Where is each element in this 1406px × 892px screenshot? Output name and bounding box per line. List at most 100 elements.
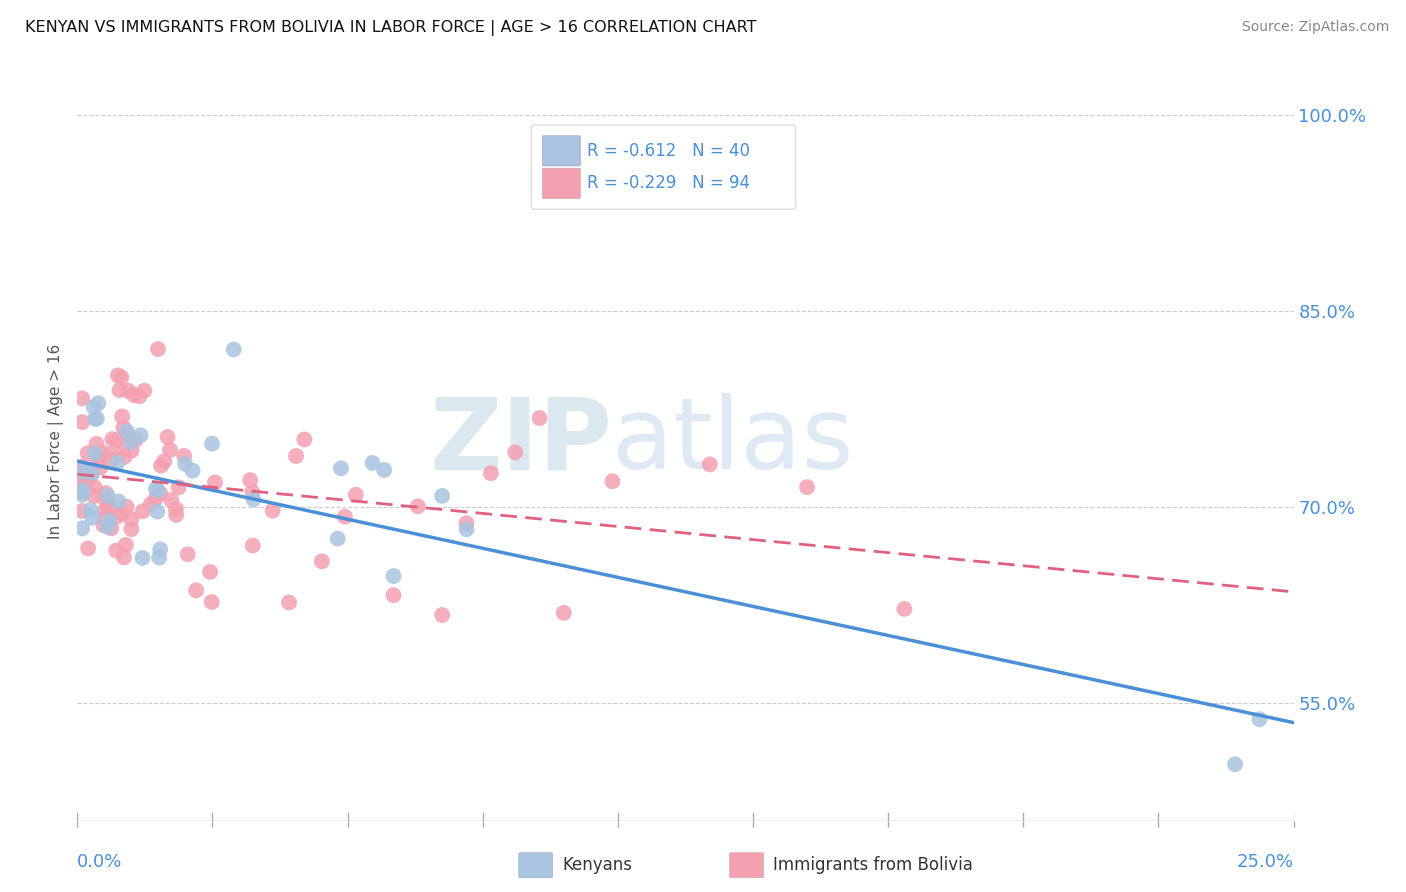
Point bbox=[105, 509, 128, 524]
Text: atlas: atlas bbox=[613, 393, 853, 490]
Point bbox=[145, 491, 167, 506]
Point bbox=[242, 492, 264, 507]
Point bbox=[107, 368, 129, 383]
Point bbox=[117, 429, 139, 443]
Point bbox=[173, 449, 195, 463]
Point bbox=[107, 494, 129, 508]
Point bbox=[110, 506, 132, 520]
Point bbox=[91, 445, 114, 459]
Text: R = -0.612   N = 40: R = -0.612 N = 40 bbox=[588, 142, 751, 160]
Point bbox=[100, 453, 122, 467]
Text: Kenyans: Kenyans bbox=[562, 856, 633, 874]
Point bbox=[204, 475, 226, 490]
Point bbox=[240, 484, 263, 499]
Text: Source: ZipAtlas.com: Source: ZipAtlas.com bbox=[1241, 20, 1389, 34]
Point bbox=[73, 472, 96, 486]
Point bbox=[159, 442, 181, 457]
Point bbox=[120, 512, 142, 526]
Text: 0.0%: 0.0% bbox=[77, 854, 122, 871]
Point bbox=[111, 409, 134, 424]
Point bbox=[456, 516, 478, 531]
Point bbox=[311, 554, 333, 568]
Point bbox=[146, 483, 169, 498]
Point bbox=[97, 520, 120, 534]
Point bbox=[97, 500, 120, 515]
Point bbox=[134, 384, 156, 398]
Point bbox=[115, 425, 138, 439]
Point bbox=[893, 602, 915, 616]
Point bbox=[150, 458, 173, 473]
Point bbox=[430, 607, 453, 622]
Point bbox=[1223, 757, 1246, 772]
Point bbox=[72, 483, 94, 498]
Point bbox=[479, 466, 502, 480]
Point bbox=[83, 446, 105, 460]
Point bbox=[83, 480, 105, 494]
Point bbox=[72, 485, 94, 500]
Point bbox=[111, 442, 134, 457]
Point bbox=[70, 488, 93, 502]
Point bbox=[72, 465, 94, 479]
Point bbox=[72, 480, 94, 494]
Point bbox=[430, 489, 453, 503]
Point bbox=[242, 539, 264, 553]
Point bbox=[76, 446, 98, 460]
Point bbox=[83, 400, 105, 414]
Point bbox=[76, 473, 98, 487]
Point bbox=[153, 454, 176, 468]
Point bbox=[110, 370, 132, 384]
Point bbox=[333, 509, 356, 524]
Point bbox=[139, 497, 162, 511]
Point bbox=[93, 518, 115, 533]
Point bbox=[156, 430, 179, 444]
Point bbox=[406, 500, 429, 514]
Point bbox=[70, 504, 93, 518]
Point bbox=[117, 384, 139, 398]
Point bbox=[100, 447, 122, 461]
Point bbox=[82, 466, 104, 480]
Point bbox=[90, 460, 112, 475]
Point bbox=[100, 521, 122, 535]
Point bbox=[382, 588, 405, 602]
Point bbox=[105, 543, 128, 558]
Point bbox=[128, 389, 150, 403]
Point bbox=[70, 521, 93, 535]
Point bbox=[602, 475, 624, 489]
Point bbox=[174, 457, 197, 471]
Point bbox=[112, 550, 135, 565]
Point bbox=[121, 443, 143, 458]
Point bbox=[105, 434, 128, 448]
Point bbox=[93, 491, 115, 505]
Point bbox=[148, 550, 170, 565]
Point bbox=[72, 415, 94, 429]
Point bbox=[124, 433, 146, 447]
Point bbox=[149, 486, 172, 500]
Point bbox=[89, 450, 111, 464]
Point bbox=[96, 489, 118, 503]
Point bbox=[262, 504, 284, 518]
Point bbox=[201, 436, 224, 450]
Point bbox=[344, 488, 367, 502]
Point bbox=[114, 450, 136, 464]
Point bbox=[94, 503, 117, 517]
Point bbox=[361, 456, 384, 470]
Point bbox=[201, 595, 224, 609]
Point bbox=[285, 449, 308, 463]
Point bbox=[79, 503, 101, 517]
Point bbox=[186, 583, 208, 598]
Point bbox=[177, 547, 200, 561]
Point bbox=[329, 461, 352, 475]
Point bbox=[145, 482, 167, 496]
Text: 25.0%: 25.0% bbox=[1236, 854, 1294, 871]
Point bbox=[132, 504, 155, 518]
Point bbox=[98, 514, 121, 528]
Point bbox=[553, 606, 575, 620]
Text: ZIP: ZIP bbox=[430, 393, 613, 490]
Point bbox=[165, 502, 187, 516]
Point bbox=[87, 396, 110, 410]
Point bbox=[456, 522, 478, 536]
Point bbox=[94, 486, 117, 500]
Point bbox=[529, 411, 551, 425]
Text: Immigrants from Bolivia: Immigrants from Bolivia bbox=[773, 856, 973, 874]
Point bbox=[198, 565, 221, 579]
